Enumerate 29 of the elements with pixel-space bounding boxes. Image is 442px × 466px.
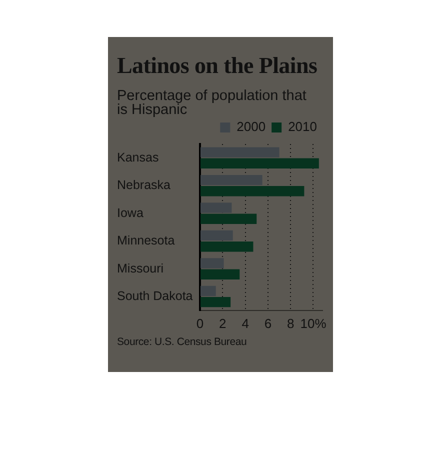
y-tick-label: Nebraska: [117, 178, 171, 192]
y-tick-label: Iowa: [117, 206, 144, 220]
x-tick-label: 6: [264, 316, 272, 331]
y-tick-label: South Dakota: [117, 288, 193, 303]
y-tick-label: Kansas: [117, 150, 159, 164]
bar: [200, 202, 232, 213]
y-tick-label: Minnesota: [117, 234, 175, 248]
x-tick-label: 8: [286, 316, 294, 331]
x-tick-label: 4: [242, 316, 249, 331]
bar: [200, 230, 233, 241]
legend-label: 2010: [288, 119, 317, 134]
chart-subtitle: Percentage of population that is Hispanic: [117, 88, 306, 118]
bar: [200, 286, 216, 296]
bar: [200, 296, 231, 308]
chart-title: Latinos on the Plains: [117, 53, 318, 79]
bar: [200, 174, 262, 186]
x-tick-label: 2: [219, 316, 226, 331]
bar: [200, 242, 254, 252]
source-note: Source: U.S. Census Bureau: [117, 336, 247, 348]
bar: [200, 186, 304, 196]
bar: [200, 269, 240, 280]
bar: [200, 258, 224, 268]
legend-label: 2000: [236, 119, 266, 134]
x-tick-label: 10%: [300, 316, 327, 331]
bar: [200, 147, 280, 158]
y-tick-label: Missouri: [117, 261, 164, 276]
x-tick-label: 0: [196, 316, 204, 331]
bar: [200, 214, 257, 224]
bar: [200, 158, 319, 169]
